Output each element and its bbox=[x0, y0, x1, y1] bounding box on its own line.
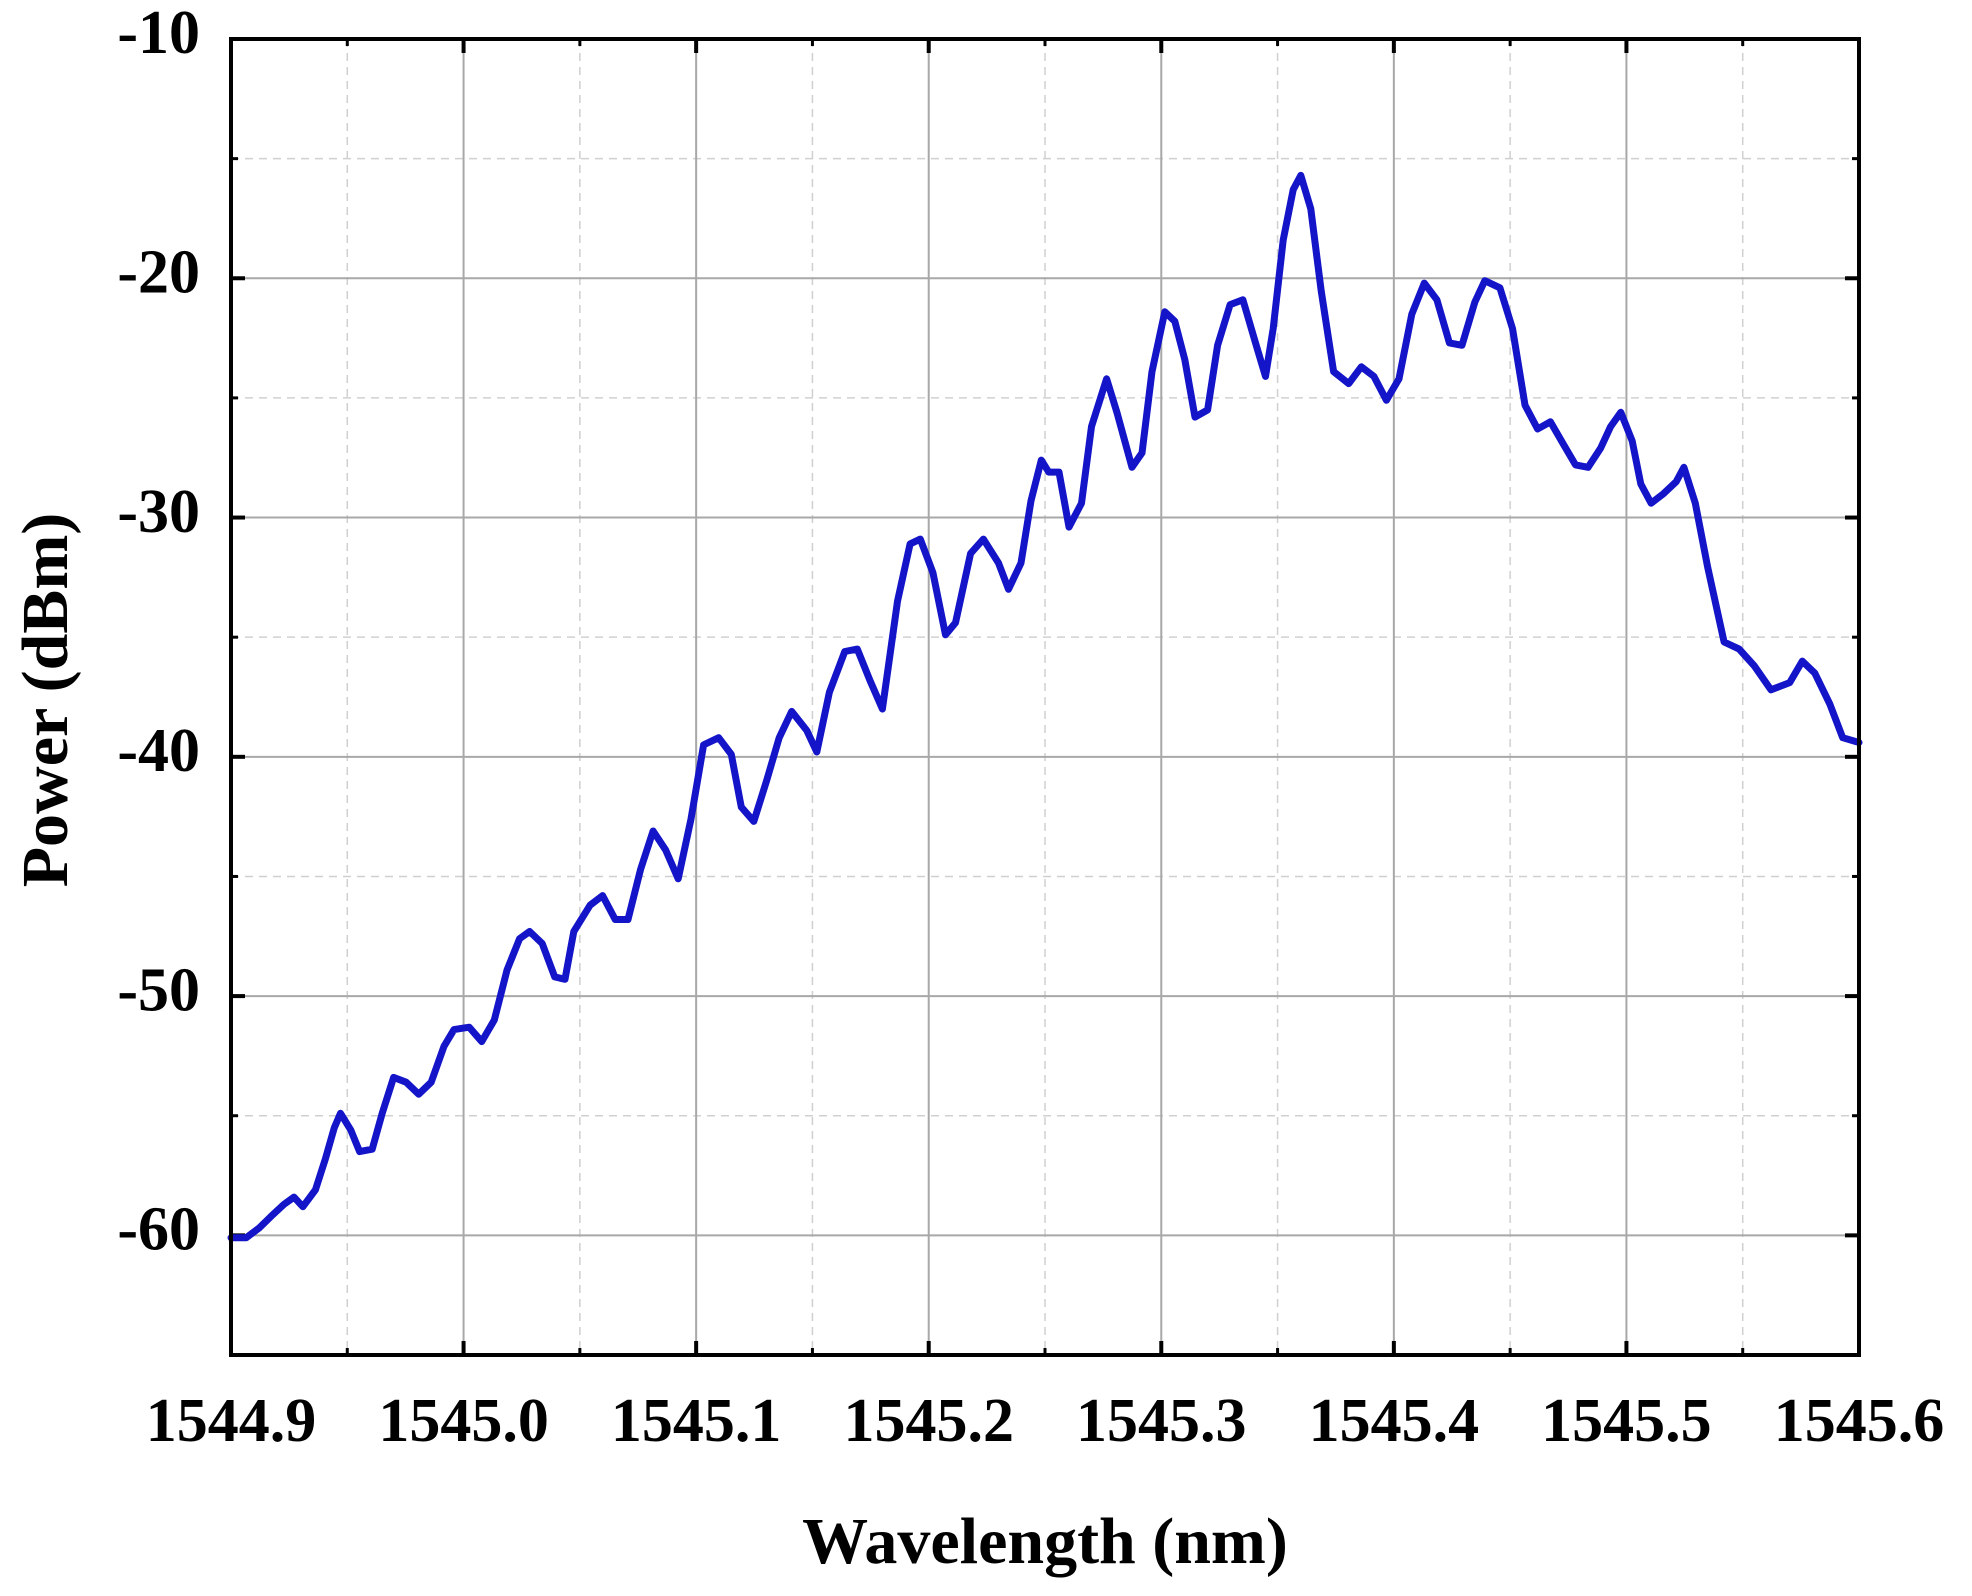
data-line bbox=[227, 171, 1863, 1242]
y-tick-label: -50 bbox=[117, 956, 200, 1024]
y-axis-title: Power (dBm) bbox=[9, 513, 82, 888]
x-tick-label: 1544.9 bbox=[146, 1387, 317, 1455]
y-tick-label: -10 bbox=[117, 0, 200, 67]
x-axis-title: Wavelength (nm) bbox=[802, 1505, 1288, 1578]
x-tick-label: 1545.5 bbox=[1541, 1387, 1712, 1455]
y-tick-label: -20 bbox=[117, 239, 200, 307]
x-tick-label: 1545.6 bbox=[1774, 1387, 1945, 1455]
plot-frame bbox=[229, 37, 1861, 1357]
x-tick-label: 1545.2 bbox=[843, 1387, 1014, 1455]
y-tick-label: -40 bbox=[117, 717, 200, 785]
x-tick-label: 1545.3 bbox=[1076, 1387, 1247, 1455]
y-tick-label: -60 bbox=[117, 1196, 200, 1264]
x-tick-label: 1545.1 bbox=[611, 1387, 782, 1455]
x-tick-label: 1545.4 bbox=[1309, 1387, 1480, 1455]
x-tick-label: 1545.0 bbox=[378, 1387, 549, 1455]
y-tick-label: -30 bbox=[117, 478, 200, 546]
